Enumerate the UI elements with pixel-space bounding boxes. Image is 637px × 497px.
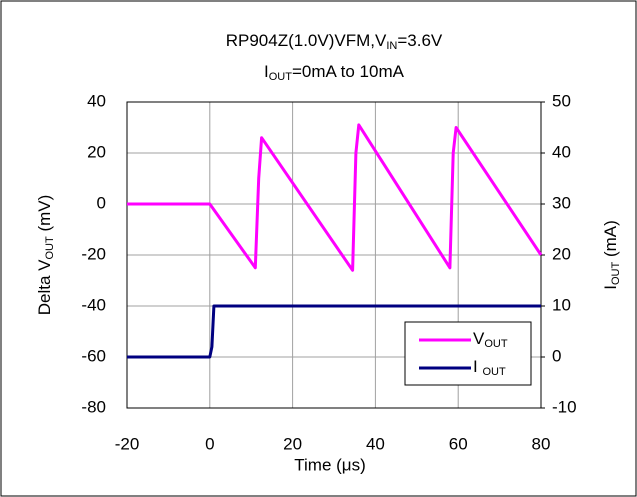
x-tick-label: 40 (366, 434, 385, 453)
legend-label: VOUT (473, 329, 508, 349)
chart-subtitle: IOUT=0mA to 10mA (264, 62, 405, 82)
chart-subtitle-part: I (264, 62, 269, 81)
legend-label-part: V (473, 329, 485, 348)
y2-axis-label-part: OUT (610, 262, 622, 286)
y-tick-label: -20 (81, 244, 106, 263)
y-tick-label: -40 (81, 295, 106, 314)
chart-title-part: IN (386, 40, 397, 52)
x-tick-label: -20 (115, 434, 140, 453)
y2-tick-label: -10 (552, 397, 577, 416)
chart-subtitle-part: OUT (269, 71, 293, 83)
y-tick-label: 40 (87, 91, 106, 110)
y-axis-label-part: Delta V (35, 259, 54, 315)
y-tick-label: -80 (81, 397, 106, 416)
y2-axis-label-part: (mA) (601, 220, 620, 262)
x-tick-label: 80 (532, 434, 551, 453)
y2-tick-label: 0 (552, 346, 561, 365)
legend-label: I OUT (473, 357, 506, 377)
chart-subtitle-part: =0mA to 10mA (292, 62, 405, 81)
series-line (127, 304, 541, 359)
y2-tick-label: 40 (552, 142, 571, 161)
chart-title-part: =3.6V (397, 31, 443, 50)
y-tick-label: 0 (97, 193, 106, 212)
series-line (127, 123, 543, 272)
legend-label-part: OUT (482, 366, 506, 378)
y2-tick-label: 10 (552, 295, 571, 314)
legend-label-part: I (473, 357, 482, 376)
y2-axis-label: IOUT (mA) (601, 220, 621, 290)
legend-label-part: OUT (484, 338, 508, 350)
y-axis-label: Delta VOUT (mV) (35, 195, 55, 316)
x-axis-label: Time (μs) (294, 455, 366, 474)
chart-title-part: RP904Z(1.0V)VFM,V (226, 31, 387, 50)
y-axis-label-part: OUT (44, 236, 56, 260)
y-tick-label: 20 (87, 142, 106, 161)
chart-title: RP904Z(1.0V)VFM,VIN=3.6V (226, 31, 443, 51)
y-tick-label: -60 (81, 346, 106, 365)
x-tick-label: 20 (283, 434, 302, 453)
legend-box (404, 321, 532, 386)
x-tick-label: 60 (449, 434, 468, 453)
y2-tick-label: 20 (552, 244, 571, 263)
y2-axis-label-part: I (601, 285, 620, 290)
y2-tick-label: 50 (552, 91, 571, 110)
y-axis-label-part: (mV) (35, 195, 54, 237)
y2-tick-label: 30 (552, 193, 571, 212)
x-tick-label: 0 (205, 434, 214, 453)
